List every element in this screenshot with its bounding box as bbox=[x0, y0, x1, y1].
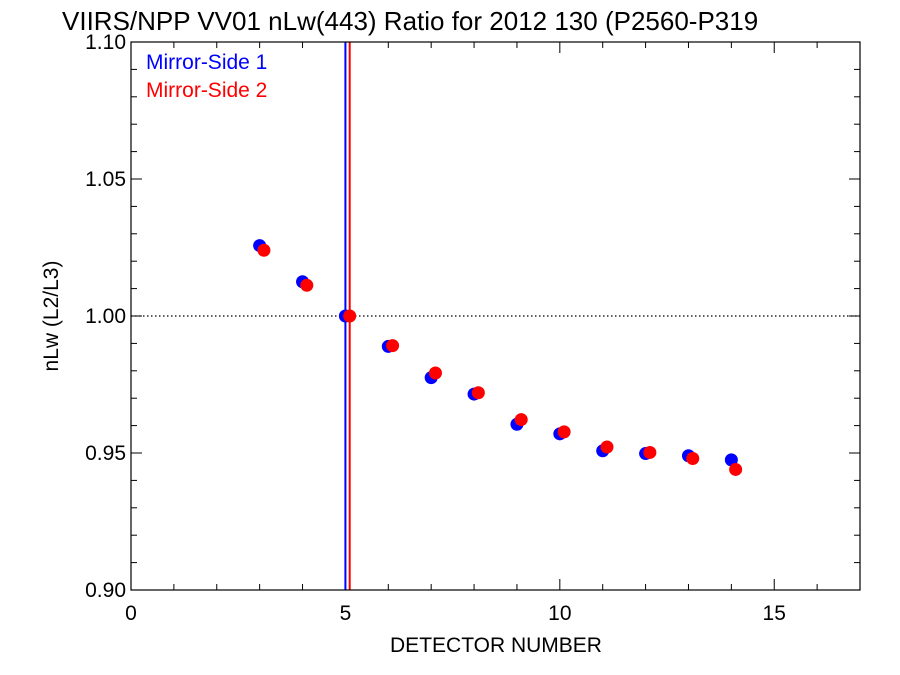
point-series-2 bbox=[257, 243, 271, 257]
point-series-2 bbox=[514, 413, 528, 427]
legend-label-mirror-side-2: Mirror-Side 2 bbox=[146, 79, 267, 102]
point-series-2 bbox=[300, 278, 314, 292]
point-series-2 bbox=[643, 445, 657, 459]
point-series-2 bbox=[386, 339, 400, 353]
point-series-2 bbox=[557, 425, 571, 439]
point-series-2 bbox=[686, 451, 700, 465]
legend: Mirror-Side 1 Mirror-Side 2 bbox=[146, 51, 267, 102]
y-tick-label: 0.95 bbox=[85, 442, 126, 465]
legend-label-mirror-side-1: Mirror-Side 1 bbox=[146, 51, 267, 74]
point-series-2 bbox=[600, 440, 614, 454]
x-axis-label: DETECTOR NUMBER bbox=[390, 634, 602, 657]
x-tick-label: 0 bbox=[125, 602, 137, 625]
x-tick-label: 10 bbox=[548, 602, 571, 625]
point-series-2 bbox=[471, 386, 485, 400]
data-points bbox=[253, 239, 743, 476]
y-tick-label: 0.90 bbox=[85, 579, 126, 602]
chart-title: VIIRS/NPP VV01 nLw(443) Ratio for 2012 1… bbox=[62, 6, 758, 36]
y-tick-label: 1.10 bbox=[85, 31, 126, 54]
y-tick-label: 1.00 bbox=[85, 305, 126, 328]
y-axis-label: nLw (L2/L3) bbox=[40, 261, 63, 372]
point-series-2 bbox=[729, 462, 743, 476]
point-series-2 bbox=[428, 366, 442, 380]
x-tick-label: 15 bbox=[763, 602, 786, 625]
x-tick-label: 5 bbox=[340, 602, 352, 625]
y-tick-label: 1.05 bbox=[85, 168, 126, 191]
tick-labels: 0 5 10 15 0.90 0.95 1.00 1.05 1.10 bbox=[85, 31, 786, 625]
point-series-2 bbox=[343, 309, 357, 323]
plot-frame bbox=[130, 41, 861, 591]
